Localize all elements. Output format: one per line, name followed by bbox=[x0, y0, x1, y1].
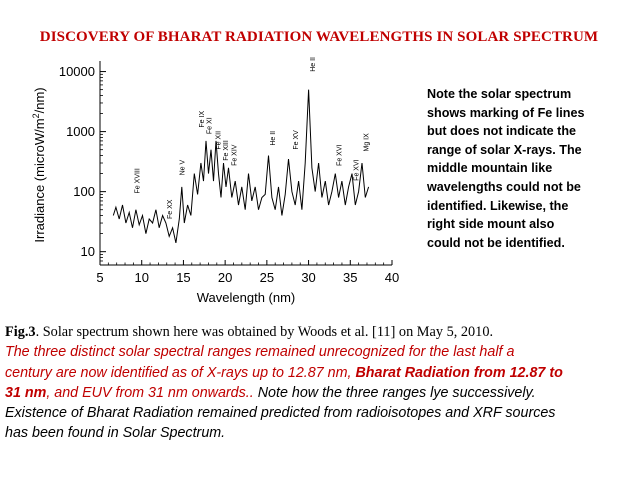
caption-black-text: has been found in Solar Spectrum. bbox=[5, 425, 226, 442]
caption-red-text: The three distinct solar spectral ranges… bbox=[5, 344, 515, 361]
caption-line-6: has been found in Solar Spectrum. bbox=[5, 423, 635, 443]
caption-red-bold-text: 31 nm bbox=[5, 384, 47, 401]
chart-ticks bbox=[99, 71, 393, 266]
line-annotation-label: Fe XX bbox=[167, 199, 174, 219]
x-tick-label: 10 bbox=[134, 270, 148, 285]
y-tick-label: 10 bbox=[81, 244, 95, 259]
y-axis-label-main: Irradiance (microW/m bbox=[32, 118, 47, 242]
page-title: DISCOVERY OF BHARAT RADIATION WAVELENGTH… bbox=[39, 29, 599, 45]
line-annotation-label: He II bbox=[310, 57, 317, 72]
note-line: shows marking of Fe lines bbox=[427, 105, 585, 120]
note-line: right side mount also bbox=[427, 217, 555, 232]
side-note: Note the solar spectrum shows marking of… bbox=[427, 85, 632, 252]
caption-red-bold-text: Bharat Radiation from 12.87 to bbox=[355, 364, 563, 381]
spectrum-series-line bbox=[112, 89, 370, 244]
x-tick-label: 5 bbox=[96, 270, 103, 285]
line-annotation-label: Fe XIII bbox=[223, 140, 230, 161]
caption-line-2: The three distinct solar spectral ranges… bbox=[5, 342, 635, 362]
line-annotation-label: Fe XI bbox=[206, 117, 213, 134]
x-tick-label: 30 bbox=[301, 270, 315, 285]
note-line: range of solar X-rays. The bbox=[427, 142, 582, 157]
caption-black-text: Note how the three ranges lye successive… bbox=[253, 384, 536, 401]
line-annotation-label: Fe XVI bbox=[353, 159, 360, 180]
caption-black-text: Existence of Bharat Radiation remained p… bbox=[5, 405, 556, 422]
x-tick-label: 35 bbox=[343, 270, 357, 285]
line-annotation-label: He II bbox=[270, 131, 277, 146]
x-tick-label: 40 bbox=[385, 270, 399, 285]
line-annotation-label: Ne V bbox=[180, 159, 187, 175]
y-axis-label: Irradiance (microW/m2/nm) bbox=[31, 87, 47, 242]
line-annotation-label: Fe XII bbox=[216, 131, 223, 150]
caption-text: . Solar spectrum shown here was obtained… bbox=[35, 324, 494, 340]
chart-axes bbox=[99, 61, 392, 266]
y-axis-label-superscript: 2 bbox=[31, 113, 41, 118]
note-line: Note the solar spectrum bbox=[427, 87, 572, 101]
y-tick-label: 10000 bbox=[59, 64, 95, 79]
caption-red-text: century are now identified as of X-rays … bbox=[5, 364, 356, 381]
note-line: could not be identified. bbox=[427, 235, 565, 250]
note-line: identified. Likewise, the bbox=[427, 198, 569, 213]
caption-line-1: Fig.3. Solar spectrum shown here was obt… bbox=[5, 322, 635, 342]
figure-caption: Fig.3. Solar spectrum shown here was obt… bbox=[5, 322, 635, 444]
x-axis-label: Wavelength (nm) bbox=[197, 290, 296, 305]
y-axis-label-unit: /nm) bbox=[32, 87, 47, 113]
caption-red-text: , and EUV from 31 nm onwards.. bbox=[46, 384, 254, 401]
note-line: wavelengths could not be bbox=[427, 179, 581, 194]
line-annotation-label: Fe XVIII bbox=[135, 168, 142, 193]
note-line: but does not indicate the bbox=[427, 124, 577, 139]
caption-line-5: Existence of Bharat Radiation remained p… bbox=[5, 403, 635, 423]
y-tick-label: 100 bbox=[73, 184, 95, 199]
x-tick-label: 25 bbox=[260, 270, 274, 285]
figure-label: Fig.3 bbox=[5, 324, 36, 340]
note-line: middle mountain like bbox=[427, 161, 553, 176]
caption-line-3: century are now identified as of X-rays … bbox=[5, 363, 635, 383]
line-annotation-label: Fe XVI bbox=[337, 144, 344, 165]
line-annotation-label: Fe IX bbox=[199, 111, 206, 128]
line-annotation-label: Fe XV bbox=[293, 130, 300, 150]
line-annotation-label: Fe XIV bbox=[231, 144, 238, 166]
caption-line-4: 31 nm, and EUV from 31 nm onwards.. Note… bbox=[5, 383, 635, 403]
y-tick-label: 1000 bbox=[66, 124, 95, 139]
x-tick-label: 20 bbox=[218, 270, 232, 285]
x-tick-label: 15 bbox=[176, 270, 190, 285]
line-annotation-label: Mg IX bbox=[363, 133, 370, 152]
